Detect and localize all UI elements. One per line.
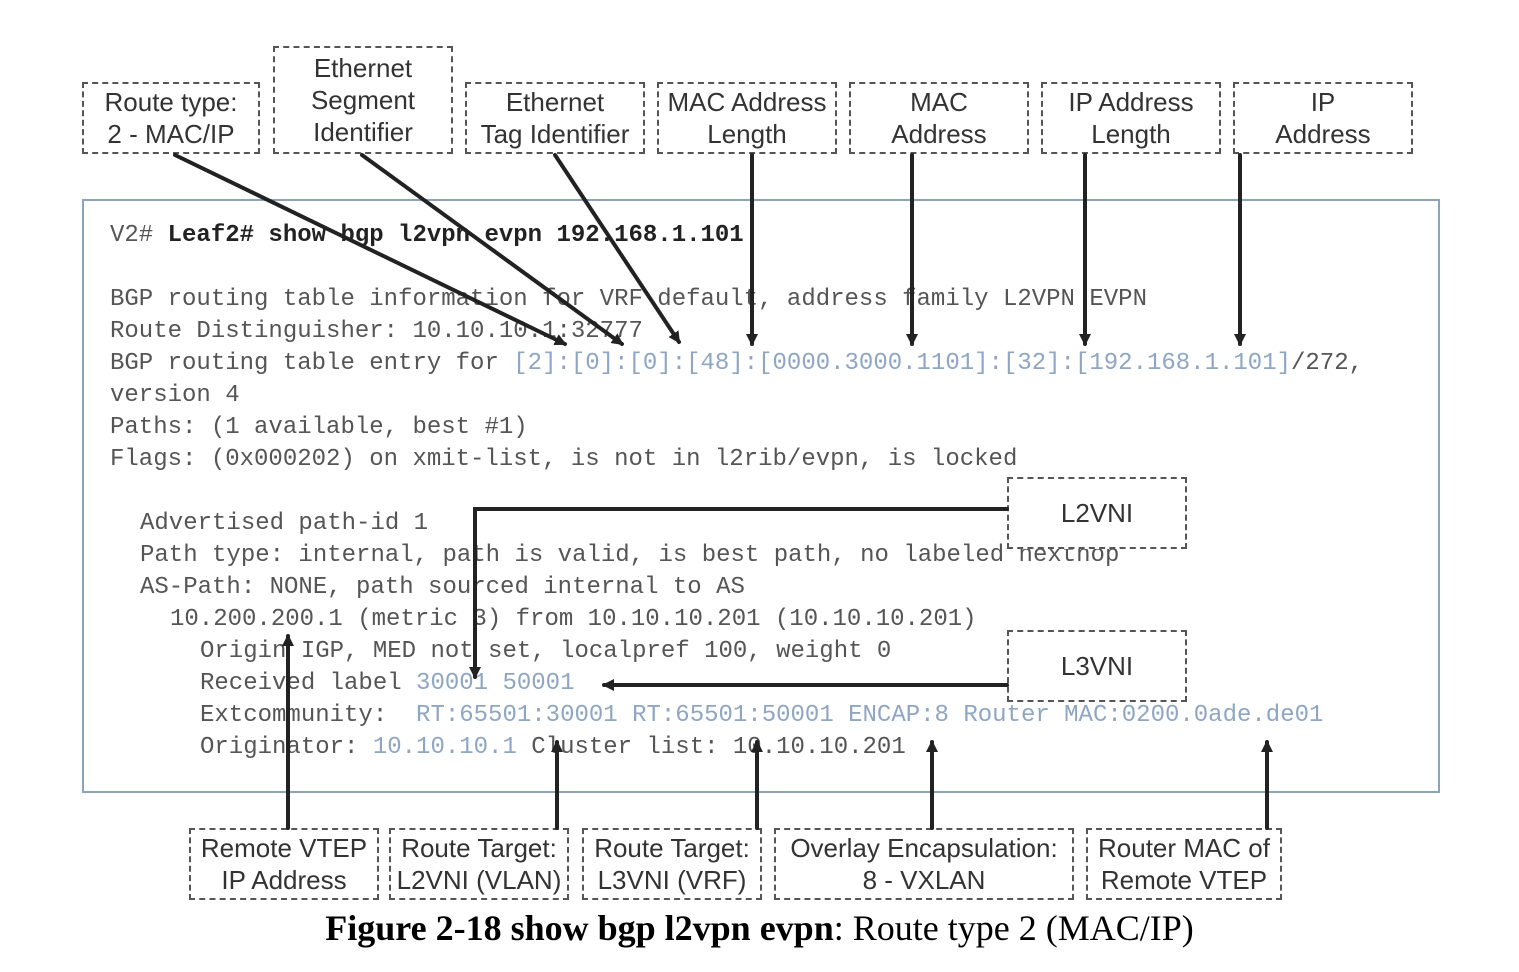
callout-router-mac: Router MAC of Remote VTEP <box>1086 828 1282 900</box>
callout-line: L2VNI (VLAN) <box>396 865 562 895</box>
terminal-line-received-label: Received label 30001 50001 <box>200 670 574 698</box>
callout-line: Identifier <box>313 117 413 147</box>
terminal-line-advertised: Advertised path-id 1 <box>140 510 429 537</box>
callout-route-target-l3vni: Route Target: L3VNI (VRF) <box>582 828 762 900</box>
callout-line: Overlay Encapsulation: <box>790 833 1058 863</box>
callout-line: IP Address <box>1068 87 1194 117</box>
command-text: Leaf2# show bgp l2vpn evpn 192.168.1.101 <box>167 222 744 249</box>
callout-line: Length <box>707 119 787 149</box>
terminal-line-origin: Origin IGP, MED not set, localpref 100, … <box>200 638 892 665</box>
callout-line: IP <box>1310 87 1336 117</box>
extcomm-prefix: Extcommunity: <box>200 702 417 729</box>
originator-value: 10.10.10.1 <box>372 734 517 761</box>
callout-line: 8 - VXLAN <box>862 865 986 895</box>
terminal-line-path-type: Path type: internal, path is valid, is b… <box>140 542 1120 569</box>
callout-line: Tag Identifier <box>480 119 630 149</box>
caption-bold: Figure 2-18 show bgp l2vpn evpn <box>325 908 834 948</box>
callout-line: Remote VTEP <box>200 833 368 863</box>
received-labels: 30001 50001 <box>416 670 575 697</box>
callout-remote-vtep-ip: Remote VTEP IP Address <box>189 828 379 900</box>
terminal-line-entry: BGP routing table entry for [2]:[0]:[0]:… <box>110 350 1363 378</box>
terminal-line-originator: Originator: 10.10.10.1 Cluster list: 10.… <box>200 734 906 762</box>
extcomm-value: RT:65501:30001 RT:65501:50001 ENCAP:8 Ro… <box>416 702 1324 729</box>
terminal-line-extcommunity: Extcommunity: RT:65501:30001 RT:65501:50… <box>200 702 1323 730</box>
callout-line: MAC Address <box>667 87 827 117</box>
callout-line: L3VNI <box>1060 651 1134 681</box>
callout-line: Segment <box>310 85 416 115</box>
prompt-prefix: V2# <box>110 222 168 249</box>
cluster-text: Cluster list: 10.10.10.201 <box>516 734 906 761</box>
callout-ethernet-tag-identifier: Ethernet Tag Identifier <box>465 82 645 154</box>
terminal-line-version: version 4 <box>110 382 240 409</box>
callout-ip-address-length: IP Address Length <box>1041 82 1221 154</box>
entry-route: [2]:[0]:[0]:[48]:[0000.3000.1101]:[32]:[… <box>513 350 1291 377</box>
callout-line: Route Target: <box>594 833 750 863</box>
callout-line: Router MAC of <box>1098 833 1270 863</box>
entry-suffix: /272, <box>1291 350 1364 377</box>
callout-ethernet-segment-identifier: Ethernet Segment Identifier <box>273 46 453 154</box>
caption-rest: : Route type 2 (MAC/IP) <box>833 908 1194 948</box>
terminal-line-route-distinguisher: Route Distinguisher: 10.10.10.1:32777 <box>110 318 643 345</box>
callout-line: Remote VTEP <box>1100 865 1268 895</box>
callout-line: Ethernet <box>313 53 413 83</box>
callout-line: Length <box>1091 119 1171 149</box>
terminal-line-paths: Paths: (1 available, best #1) <box>110 414 528 441</box>
callout-line: MAC <box>910 87 968 117</box>
terminal-command-line: V2# Leaf2# show bgp l2vpn evpn 192.168.1… <box>110 222 744 250</box>
callout-route-type: Route type: 2 - MAC/IP <box>82 82 260 154</box>
callout-line: Ethernet <box>505 87 605 117</box>
callout-line: L3VNI (VRF) <box>597 865 747 895</box>
callout-line: Route type: <box>104 87 238 117</box>
callout-overlay-encapsulation: Overlay Encapsulation: 8 - VXLAN <box>774 828 1074 900</box>
terminal-line-flags: Flags: (0x000202) on xmit-list, is not i… <box>110 446 1018 473</box>
callout-line: L2VNI <box>1060 498 1134 528</box>
terminal-line-nexthop: 10.200.200.1 (metric 3) from 10.10.10.20… <box>170 606 977 633</box>
figure-caption: Figure 2-18 show bgp l2vpn evpn: Route t… <box>0 906 1519 950</box>
terminal-line-as-path: AS-Path: NONE, path sourced internal to … <box>140 574 745 601</box>
callout-ip-address: IP Address <box>1233 82 1413 154</box>
callout-l3vni: L3VNI <box>1007 630 1187 702</box>
callout-mac-address-length: MAC Address Length <box>657 82 837 154</box>
callout-mac-address: MAC Address <box>849 82 1029 154</box>
callout-line: Address <box>891 119 987 149</box>
callout-line: IP Address <box>221 865 347 895</box>
received-prefix: Received label <box>200 670 417 697</box>
terminal-line-bgp-info: BGP routing table information for VRF de… <box>110 286 1147 313</box>
callout-line: Route Target: <box>401 833 557 863</box>
callout-l2vni: L2VNI <box>1007 477 1187 549</box>
entry-prefix: BGP routing table entry for <box>110 350 514 377</box>
callout-route-target-l2vni: Route Target: L2VNI (VLAN) <box>389 828 569 900</box>
callout-line: 2 - MAC/IP <box>107 119 235 149</box>
originator-prefix: Originator: <box>200 734 373 761</box>
callout-line: Address <box>1275 119 1371 149</box>
